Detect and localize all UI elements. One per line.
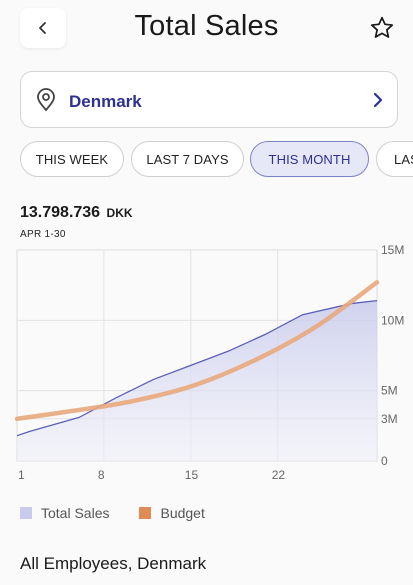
x-tick-label: 15 <box>185 468 199 482</box>
y-tick-label: 0 <box>381 454 388 468</box>
chevron-right-icon <box>373 92 383 108</box>
legend-swatch-budget <box>139 507 152 519</box>
legend-label-total-sales: Total Sales <box>41 505 110 521</box>
series-area-total-sales <box>17 300 377 461</box>
location-selector[interactable]: Denmark <box>20 71 398 128</box>
legend-swatch-total-sales <box>20 507 32 519</box>
x-tick-label: 8 <box>98 468 105 482</box>
y-tick-label: 10M <box>381 313 404 327</box>
legend-item-total-sales: Total Sales <box>20 505 109 521</box>
tab-this-month[interactable]: THIS MONTH <box>250 141 369 177</box>
location-pin-icon <box>37 88 55 112</box>
y-tick-label: 5M <box>381 384 398 398</box>
header: Total Sales <box>0 0 413 60</box>
tab-last[interactable]: LAST <box>376 141 413 177</box>
y-tick-label: 3M <box>381 412 398 426</box>
currency-label: DKK <box>106 206 133 220</box>
x-tick-label: 1 <box>18 468 25 482</box>
location-name: Denmark <box>69 92 142 111</box>
chevron-left-icon <box>39 22 46 34</box>
page-title: Total Sales <box>134 10 279 42</box>
favorite-button[interactable] <box>366 12 398 44</box>
series-line-budget <box>14 280 380 422</box>
legend-label-budget: Budget <box>160 505 205 521</box>
series-line-total-sales <box>16 299 378 437</box>
x-tick-label: 22 <box>272 468 286 482</box>
back-button[interactable] <box>20 8 66 48</box>
sales-chart: 0 3M 5M 10M 15M 1 8 15 22 <box>14 243 404 482</box>
period-tabs: THIS WEEK LAST 7 DAYS THIS MONTH LAST <box>0 140 413 178</box>
sales-total-value: 13.798.736 <box>20 204 101 221</box>
period-label: APR 1-30 <box>20 229 66 240</box>
legend-item-budget: Budget <box>139 505 205 521</box>
tab-last-7-days[interactable]: LAST 7 DAYS <box>131 141 244 177</box>
scope-label: All Employees, Denmark <box>20 554 207 573</box>
sales-total: 13.798.736 DKK <box>20 204 133 222</box>
star-icon <box>370 16 394 38</box>
tab-this-week[interactable]: THIS WEEK <box>20 141 124 177</box>
chart-legend: Total Sales Budget <box>20 504 235 522</box>
y-tick-label: 15M <box>381 243 404 257</box>
